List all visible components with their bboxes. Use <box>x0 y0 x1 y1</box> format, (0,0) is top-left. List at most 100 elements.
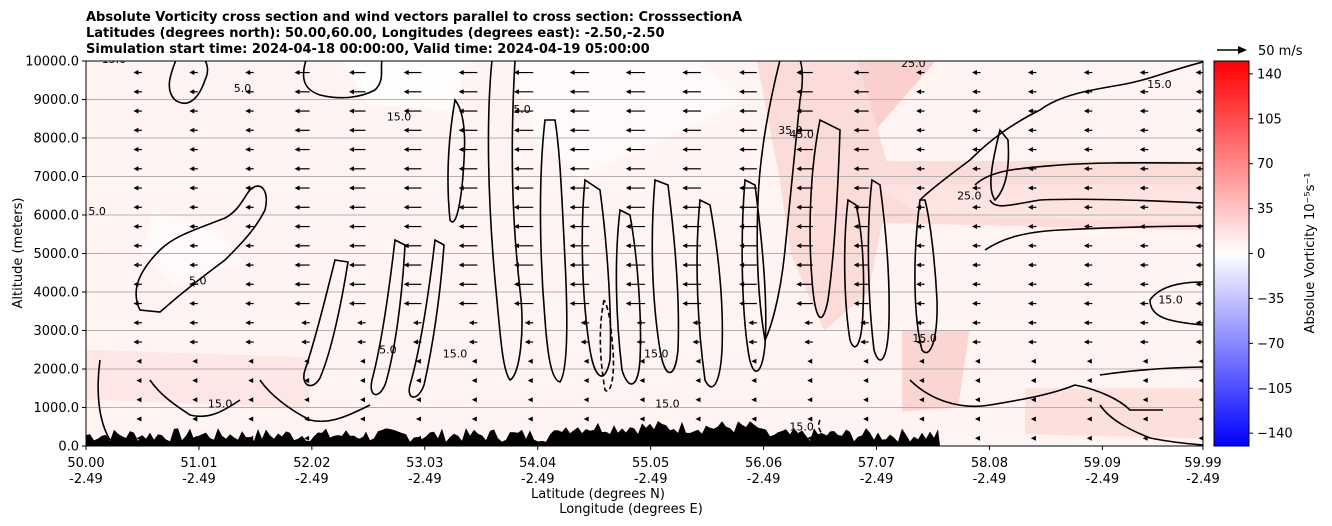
wind-vector <box>458 224 478 230</box>
wind-vector <box>1195 320 1203 326</box>
wind-vector <box>682 281 701 287</box>
contour-line <box>843 198 865 348</box>
wind-vector <box>468 339 478 345</box>
x-tick-latitude-label: 57.07 <box>858 456 895 471</box>
wind-vector <box>796 301 813 307</box>
y-tick-label: 8000.0 <box>34 132 80 147</box>
wind-vector <box>527 416 533 422</box>
wind-vector <box>751 397 757 403</box>
wind-vector <box>1027 320 1037 326</box>
wind-vector <box>625 127 646 133</box>
wind-vector <box>301 320 310 326</box>
wind-vector <box>1139 147 1149 153</box>
contour-line <box>919 61 1203 201</box>
wind-vector <box>1083 147 1093 153</box>
wind-vector <box>1195 339 1203 345</box>
wind-vector <box>294 108 310 114</box>
contour-label: 25.0 <box>957 190 982 203</box>
wind-vector <box>682 89 701 95</box>
wind-vector <box>245 262 254 268</box>
wind-vector <box>971 262 981 268</box>
contour-label-layer: 15.0 5.0 15.0 5.0 35.045.0 25.0 15.0 15.0 15.0 15… <box>88 61 1182 434</box>
wind-vector <box>245 166 254 172</box>
wind-vector <box>458 108 478 114</box>
colorbar-tick-label: −105 <box>1257 382 1293 397</box>
wind-vector <box>527 358 533 364</box>
wind-vector <box>513 281 534 287</box>
colorbar-tick-label: −140 <box>1257 427 1293 442</box>
y-tick-label: 4000.0 <box>34 286 80 301</box>
wind-vector <box>527 435 533 441</box>
wind-vector <box>458 262 478 268</box>
wind-vector <box>81 436 86 441</box>
wind-vector <box>1027 70 1037 76</box>
wind-vector <box>78 147 87 152</box>
wind-vector <box>133 185 142 191</box>
wind-vector <box>636 320 646 326</box>
wind-vector <box>639 358 645 364</box>
wind-vector <box>349 185 366 191</box>
wind-vector <box>569 301 590 307</box>
wind-vector <box>294 166 310 172</box>
colorbar <box>1213 60 1250 447</box>
wind-vector <box>1086 358 1092 364</box>
colorbar-ticks: 140 105 70 35 0 −35 −70 −105 −140 <box>1249 67 1293 442</box>
wind-vector <box>403 127 422 133</box>
wind-vector <box>639 378 645 384</box>
wind-vector <box>807 416 813 422</box>
wind-vector <box>513 108 534 114</box>
wind-vector <box>1198 436 1203 441</box>
wind-vector <box>916 224 925 230</box>
wind-vector <box>349 70 366 76</box>
wind-vector <box>682 166 701 172</box>
wind-vector <box>415 435 421 441</box>
wind-vector <box>1027 108 1037 114</box>
wind-vector <box>78 186 87 191</box>
wind-vector <box>294 262 310 268</box>
wind-vector <box>739 89 757 95</box>
wind-vector <box>682 224 701 230</box>
vorticity-fill-region <box>1025 388 1203 439</box>
wind-vector <box>189 185 198 191</box>
wind-vector <box>403 281 422 287</box>
terrain-profile <box>86 421 940 446</box>
wind-vector <box>349 224 366 230</box>
wind-vector <box>192 397 198 403</box>
wind-vector <box>1083 127 1093 133</box>
wind-vector <box>471 378 477 384</box>
wind-vector <box>974 416 980 422</box>
wind-vector <box>639 416 645 422</box>
wind-vector <box>78 224 87 229</box>
wind-vector <box>919 378 925 384</box>
wind-vector <box>81 359 86 364</box>
x-tick-longitude-label: -2.49 <box>408 472 442 487</box>
x-tick-longitude-label: -2.49 <box>634 472 668 487</box>
contour-label: 5.0 <box>189 274 207 287</box>
contour-label: 15.0 <box>655 398 680 411</box>
wind-vector <box>189 262 198 268</box>
contour-line <box>97 359 111 441</box>
vorticity-fill-region <box>902 330 970 412</box>
contour-line <box>1149 281 1203 326</box>
wind-vector <box>133 70 142 76</box>
wind-vector <box>863 416 869 422</box>
vorticity-fill-region <box>756 61 891 331</box>
wind-vector <box>81 417 86 422</box>
wind-vector <box>853 127 869 133</box>
x-axis-label-longitude: Longitude (degrees E) <box>559 502 703 517</box>
wind-vector <box>192 416 198 422</box>
wind-vector <box>136 435 142 441</box>
plot-area: 15.0 5.0 15.0 5.0 35.045.0 25.0 15.0 15.0 15.0 15… <box>78 61 1203 446</box>
wind-vector <box>301 339 310 345</box>
wind-vector <box>78 109 87 114</box>
wind-vector <box>580 320 590 326</box>
wind-vector <box>1027 262 1037 268</box>
wind-vector <box>1083 224 1093 230</box>
wind-vector <box>1195 147 1203 153</box>
y-tick-label: 0.0 <box>58 440 79 455</box>
wind-vector <box>625 70 646 76</box>
wind-vector <box>971 70 981 76</box>
wind-vector <box>245 70 254 76</box>
wind-vector <box>863 435 869 441</box>
y-tick-label: 9000.0 <box>34 93 80 108</box>
